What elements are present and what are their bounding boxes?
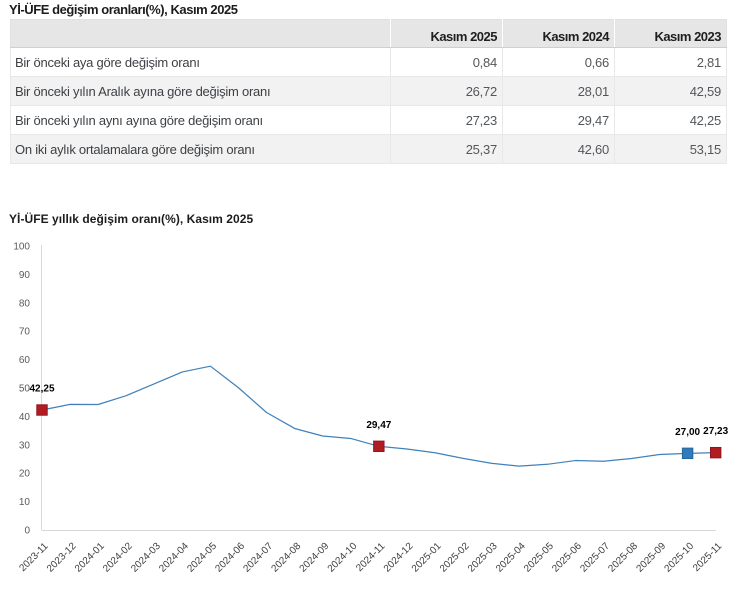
svg-text:2024-08: 2024-08 (270, 541, 304, 575)
svg-text:2025-07: 2025-07 (578, 541, 612, 575)
svg-text:2025-10: 2025-10 (663, 541, 697, 575)
svg-text:2025-01: 2025-01 (410, 541, 444, 575)
svg-text:0: 0 (24, 526, 30, 537)
svg-text:2025-04: 2025-04 (494, 541, 528, 575)
svg-text:2024-12: 2024-12 (382, 541, 416, 575)
svg-text:100: 100 (13, 242, 30, 253)
svg-text:2025-02: 2025-02 (438, 541, 472, 575)
svg-text:27,23: 27,23 (703, 426, 728, 437)
svg-text:27,00: 27,00 (675, 427, 700, 438)
svg-text:2024-06: 2024-06 (213, 541, 247, 575)
svg-text:2025-11: 2025-11 (691, 541, 725, 575)
svg-text:80: 80 (19, 298, 31, 309)
svg-text:42,25: 42,25 (29, 384, 54, 395)
svg-text:2023-12: 2023-12 (45, 541, 79, 575)
svg-text:2024-07: 2024-07 (241, 541, 275, 575)
svg-text:29,47: 29,47 (366, 420, 391, 431)
svg-text:2025-06: 2025-06 (550, 541, 584, 575)
svg-text:2024-02: 2024-02 (101, 541, 135, 575)
svg-text:2025-09: 2025-09 (634, 541, 668, 575)
svg-text:2024-03: 2024-03 (129, 541, 163, 575)
svg-text:2024-10: 2024-10 (326, 541, 360, 575)
svg-text:30: 30 (19, 440, 31, 451)
svg-text:50: 50 (19, 384, 31, 395)
svg-text:2024-05: 2024-05 (185, 541, 219, 575)
svg-text:90: 90 (19, 270, 31, 281)
svg-text:10: 10 (19, 497, 31, 508)
svg-text:2025-05: 2025-05 (522, 541, 556, 575)
svg-text:70: 70 (19, 327, 31, 338)
svg-text:20: 20 (19, 469, 31, 480)
svg-text:2024-09: 2024-09 (298, 541, 332, 575)
svg-text:2024-04: 2024-04 (157, 541, 191, 575)
svg-text:2024-01: 2024-01 (73, 541, 107, 575)
svg-text:40: 40 (19, 412, 31, 423)
svg-text:2025-08: 2025-08 (606, 541, 640, 575)
svg-text:60: 60 (19, 355, 31, 366)
svg-text:2025-03: 2025-03 (466, 541, 500, 575)
